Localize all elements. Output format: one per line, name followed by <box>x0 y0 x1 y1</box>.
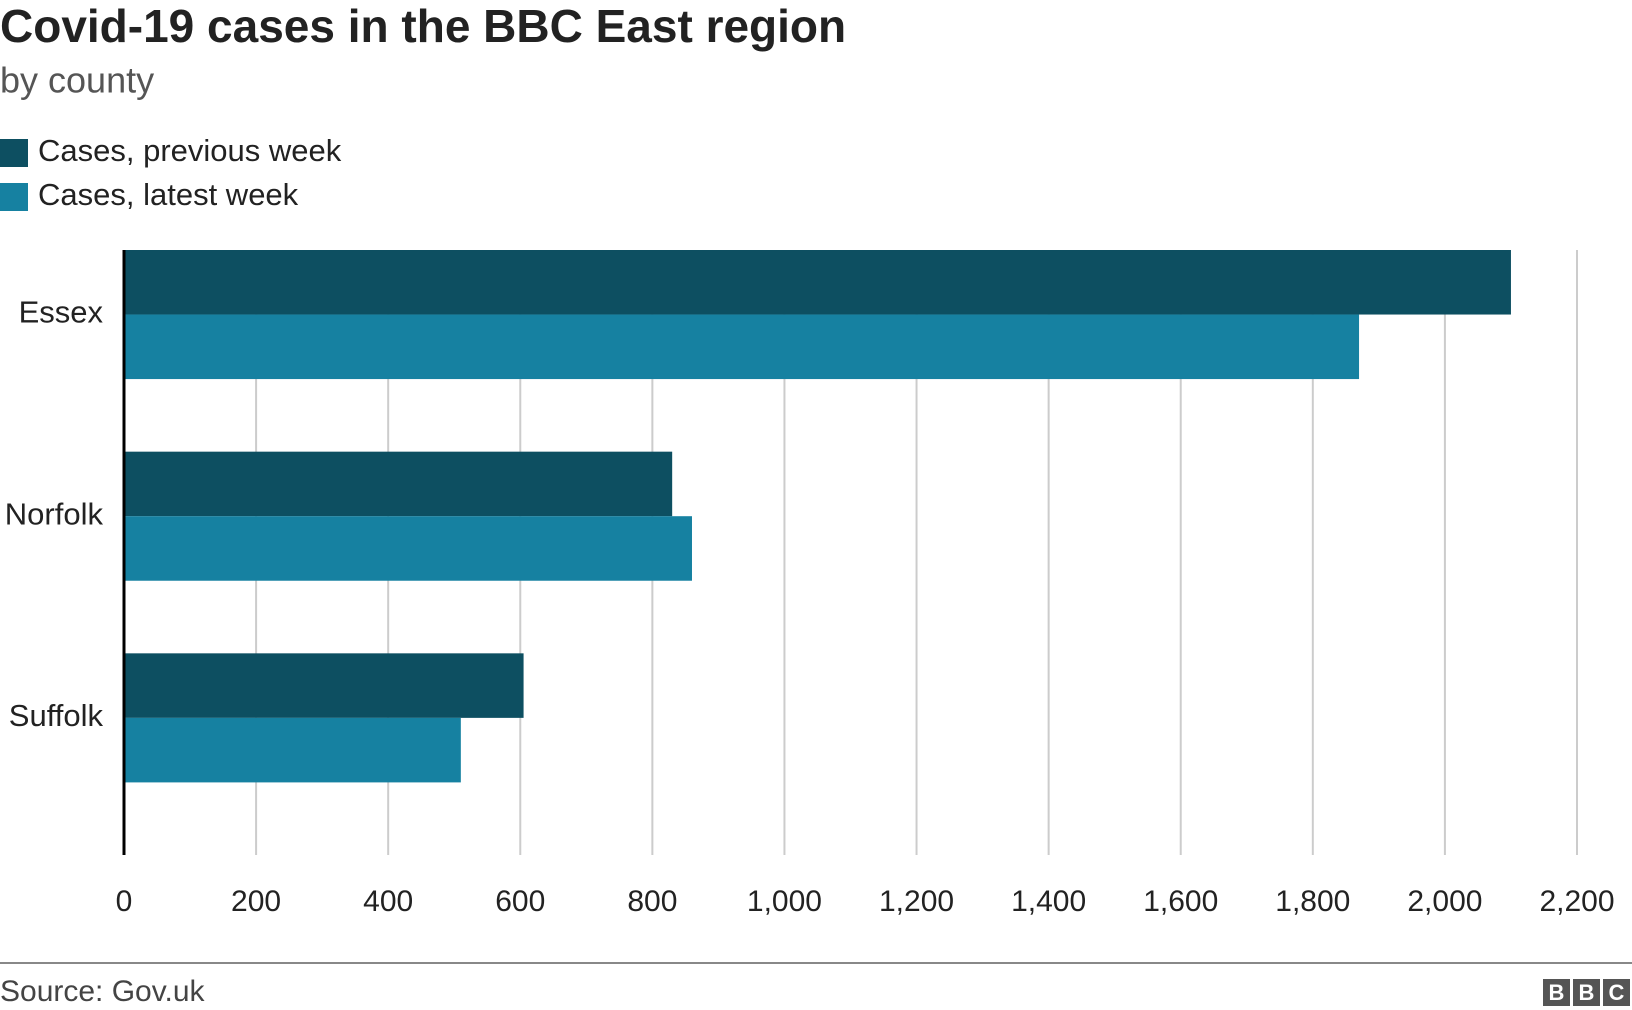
y-tick-label: Essex <box>19 295 104 330</box>
x-tick-label: 1,800 <box>1275 885 1350 918</box>
source: Source: Gov.uk <box>0 975 206 1008</box>
chart-title: Covid-19 cases in the BBC East region <box>0 0 846 52</box>
y-tick-label: Norfolk <box>5 496 104 531</box>
logo-box <box>1543 979 1570 1006</box>
bar <box>124 516 692 581</box>
logo-letter: B <box>1549 980 1565 1005</box>
bar <box>124 717 461 783</box>
bar <box>124 250 1511 315</box>
x-tick-label: 1,200 <box>879 885 954 918</box>
x-tick-label: 200 <box>231 885 281 918</box>
bar <box>124 653 524 718</box>
legend-label: Cases, latest week <box>38 177 299 212</box>
x-tick-label: 800 <box>627 885 677 918</box>
x-tick-label: 0 <box>116 885 133 918</box>
legend-swatch <box>0 183 28 211</box>
logo-letter: C <box>1609 980 1625 1005</box>
x-tick-label: 1,600 <box>1143 885 1218 918</box>
legend-label: Cases, previous week <box>38 133 342 168</box>
x-tick-label: 2,000 <box>1407 885 1482 918</box>
logo-letter: B <box>1579 980 1595 1005</box>
bar <box>124 451 673 517</box>
x-tick-label: 600 <box>495 885 545 918</box>
logo-box <box>1603 979 1630 1006</box>
y-tick-label: Suffolk <box>9 698 104 733</box>
x-tick-label: 400 <box>363 885 413 918</box>
logo-box <box>1573 979 1600 1006</box>
x-tick-label: 2,200 <box>1539 885 1614 918</box>
bar <box>124 314 1360 380</box>
x-tick-label: 1,000 <box>747 885 822 918</box>
chart-subtitle: by county <box>0 60 154 101</box>
legend-swatch <box>0 139 28 167</box>
x-tick-label: 1,400 <box>1011 885 1086 918</box>
